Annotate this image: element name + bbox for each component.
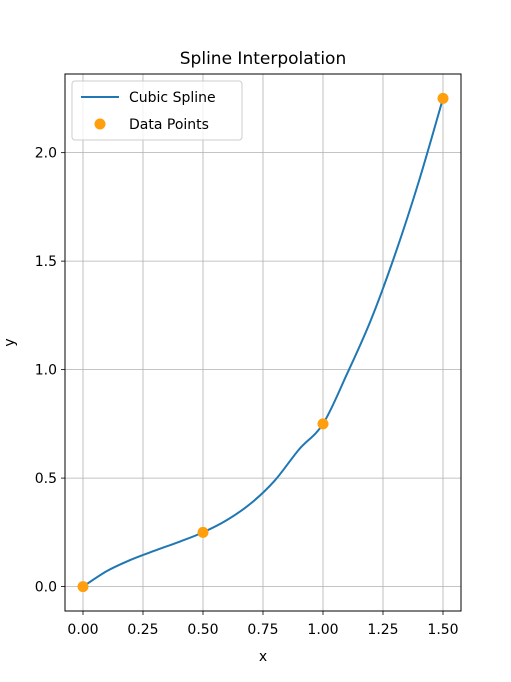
y-tick-label: 0.0 (35, 580, 57, 596)
legend-label-data-points: Data Points (129, 117, 209, 133)
chart-title: Spline Interpolation (180, 49, 346, 69)
x-tick-label: 0.25 (127, 622, 158, 638)
x-tick-label: 1.50 (427, 622, 458, 638)
y-tick-label: 2.0 (35, 146, 57, 162)
x-tick-label: 1.00 (307, 622, 338, 638)
y-tick-label: 0.5 (35, 471, 57, 487)
data-point (198, 527, 209, 538)
x-tick-label: 1.25 (367, 622, 398, 638)
data-point (438, 93, 449, 104)
y-tick-label: 1.0 (35, 363, 57, 379)
legend-point-swatch (95, 119, 106, 130)
legend-label-cubic-spline: Cubic Spline (129, 90, 216, 106)
y-axis-label: y (2, 338, 18, 346)
data-point (318, 418, 329, 429)
x-tick-label: 0.50 (187, 622, 218, 638)
y-tick-label: 1.5 (35, 254, 57, 270)
data-point (78, 581, 89, 592)
x-tick-label: 0.75 (247, 622, 278, 638)
x-tick-label: 0.00 (67, 622, 98, 638)
x-axis-label: x (259, 649, 267, 665)
legend: Cubic Spline Data Points (72, 81, 242, 140)
